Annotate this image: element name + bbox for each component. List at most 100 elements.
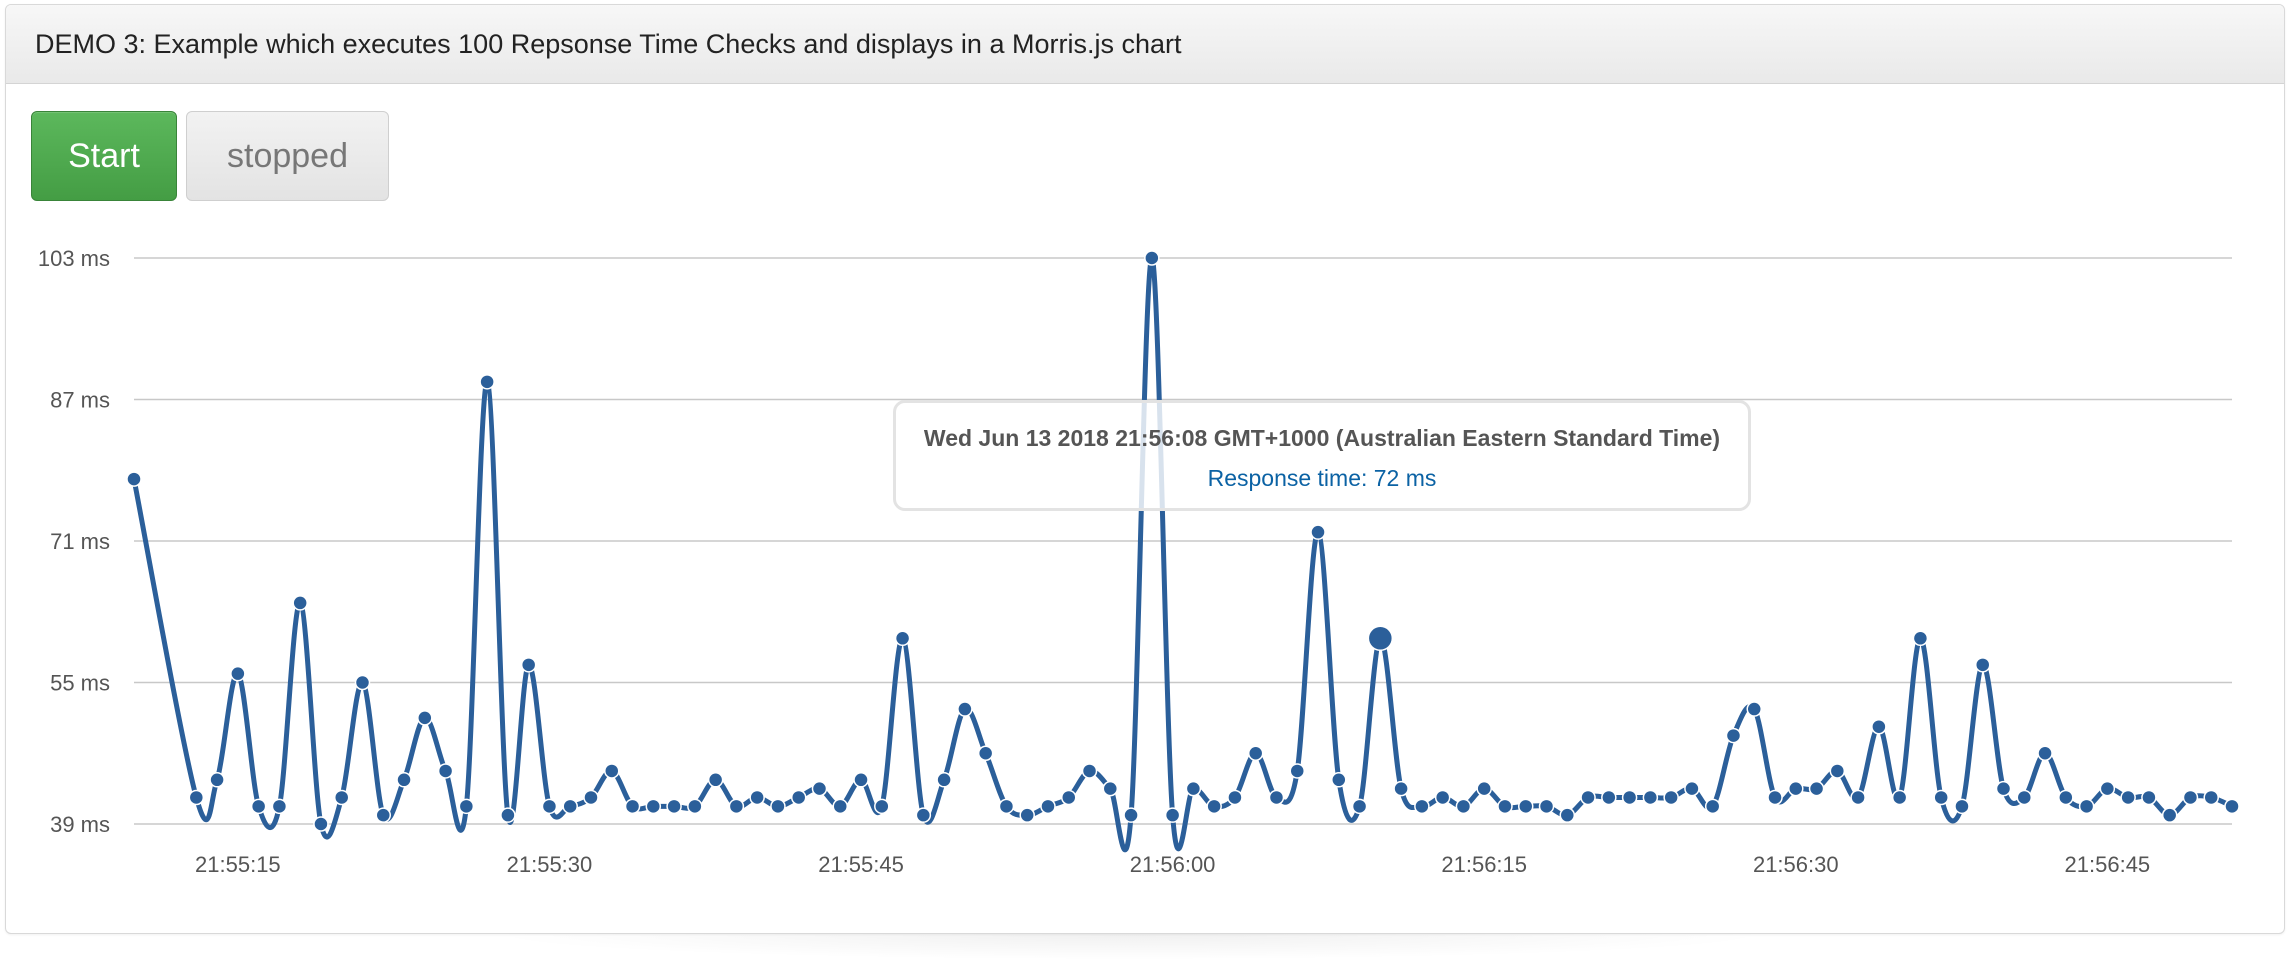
data-point[interactable] xyxy=(624,798,641,815)
data-point[interactable] xyxy=(1517,798,1534,815)
data-point[interactable] xyxy=(1871,718,1887,735)
data-point[interactable] xyxy=(375,807,392,823)
data-point[interactable] xyxy=(2016,789,2033,806)
data-point[interactable] xyxy=(2141,789,2157,806)
data-point[interactable] xyxy=(1746,701,1762,717)
data-point[interactable] xyxy=(915,807,932,823)
data-point[interactable] xyxy=(1206,798,1222,815)
data-point[interactable] xyxy=(1684,780,1700,797)
data-point[interactable] xyxy=(1621,789,1638,806)
data-point[interactable] xyxy=(874,798,890,815)
highlighted-data-point[interactable] xyxy=(1367,625,1394,652)
data-point[interactable] xyxy=(1164,807,1181,823)
data-point[interactable] xyxy=(1247,745,1264,761)
data-point[interactable] xyxy=(853,772,869,788)
data-point[interactable] xyxy=(1663,789,1679,806)
data-point[interactable] xyxy=(894,630,911,647)
data-point[interactable] xyxy=(520,657,537,673)
data-point[interactable] xyxy=(562,798,578,815)
data-point[interactable] xyxy=(1310,524,1326,540)
data-point[interactable] xyxy=(1040,798,1056,815)
data-point[interactable] xyxy=(2120,789,2136,806)
data-point[interactable] xyxy=(2161,807,2178,823)
data-point[interactable] xyxy=(998,798,1015,815)
data-point[interactable] xyxy=(1850,789,1866,806)
data-point[interactable] xyxy=(1414,798,1430,815)
data-point[interactable] xyxy=(437,763,454,779)
data-point[interactable] xyxy=(2224,798,2240,815)
data-point[interactable] xyxy=(1580,789,1596,806)
data-point[interactable] xyxy=(2037,745,2053,761)
data-point[interactable] xyxy=(749,789,765,806)
data-point[interactable] xyxy=(1331,772,1347,788)
data-point[interactable] xyxy=(1434,789,1451,806)
data-point[interactable] xyxy=(417,710,433,726)
data-point[interactable] xyxy=(1185,780,1202,797)
data-point[interactable] xyxy=(1559,807,1576,823)
data-point[interactable] xyxy=(1829,763,1846,779)
data-point[interactable] xyxy=(832,798,849,815)
data-point[interactable] xyxy=(1081,763,1098,779)
data-point[interactable] xyxy=(313,816,329,832)
data-point[interactable] xyxy=(811,780,828,797)
data-point[interactable] xyxy=(209,772,225,788)
data-point[interactable] xyxy=(292,595,308,611)
data-point[interactable] xyxy=(666,798,682,815)
data-point[interactable] xyxy=(687,798,703,815)
data-point[interactable] xyxy=(604,763,620,779)
data-point[interactable] xyxy=(500,807,516,823)
data-point[interactable] xyxy=(396,772,412,788)
data-point[interactable] xyxy=(1102,780,1119,797)
data-point[interactable] xyxy=(2099,780,2116,797)
data-point[interactable] xyxy=(977,745,994,761)
data-point[interactable] xyxy=(707,772,724,788)
data-point[interactable] xyxy=(1767,789,1783,806)
data-point[interactable] xyxy=(1974,657,1991,673)
data-point[interactable] xyxy=(1995,780,2012,797)
data-point[interactable] xyxy=(1061,789,1077,806)
data-point[interactable] xyxy=(1808,780,1825,797)
data-point[interactable] xyxy=(2078,798,2095,815)
data-point[interactable] xyxy=(1725,727,1742,744)
data-point[interactable] xyxy=(1393,780,1409,797)
data-point[interactable] xyxy=(1123,807,1139,823)
data-point[interactable] xyxy=(1601,789,1617,806)
data-point[interactable] xyxy=(1476,780,1492,797)
data-point[interactable] xyxy=(583,789,599,806)
data-point[interactable] xyxy=(271,798,288,815)
data-point[interactable] xyxy=(1704,798,1721,815)
data-point[interactable] xyxy=(1351,798,1368,815)
data-point[interactable] xyxy=(1268,789,1285,806)
data-point[interactable] xyxy=(354,674,371,691)
data-point[interactable] xyxy=(645,798,662,815)
data-point[interactable] xyxy=(1788,780,1804,797)
data-point[interactable] xyxy=(250,798,267,815)
data-point[interactable] xyxy=(2058,789,2074,806)
data-point[interactable] xyxy=(188,789,205,806)
data-point[interactable] xyxy=(1912,630,1929,647)
data-point[interactable] xyxy=(541,798,558,815)
data-point[interactable] xyxy=(1019,807,1035,823)
data-point[interactable] xyxy=(458,798,475,815)
data-point[interactable] xyxy=(479,374,495,390)
data-point[interactable] xyxy=(2182,789,2199,806)
data-point[interactable] xyxy=(936,772,952,788)
data-point[interactable] xyxy=(126,471,142,487)
data-point[interactable] xyxy=(1642,789,1659,806)
data-point[interactable] xyxy=(957,701,973,717)
data-point[interactable] xyxy=(770,798,786,815)
data-point[interactable] xyxy=(1455,798,1472,815)
data-point[interactable] xyxy=(333,789,350,806)
status-button[interactable]: stopped xyxy=(186,111,389,201)
data-point[interactable] xyxy=(1227,789,1243,806)
data-point[interactable] xyxy=(1954,798,1970,815)
start-button[interactable]: Start xyxy=(31,111,177,201)
data-point[interactable] xyxy=(1538,798,1555,815)
data-point[interactable] xyxy=(1289,763,1305,779)
data-point[interactable] xyxy=(728,798,745,815)
data-point[interactable] xyxy=(2203,789,2219,806)
data-point[interactable] xyxy=(1497,798,1513,815)
data-point[interactable] xyxy=(1144,250,1160,266)
data-point[interactable] xyxy=(1933,789,1949,806)
data-point[interactable] xyxy=(230,665,246,682)
